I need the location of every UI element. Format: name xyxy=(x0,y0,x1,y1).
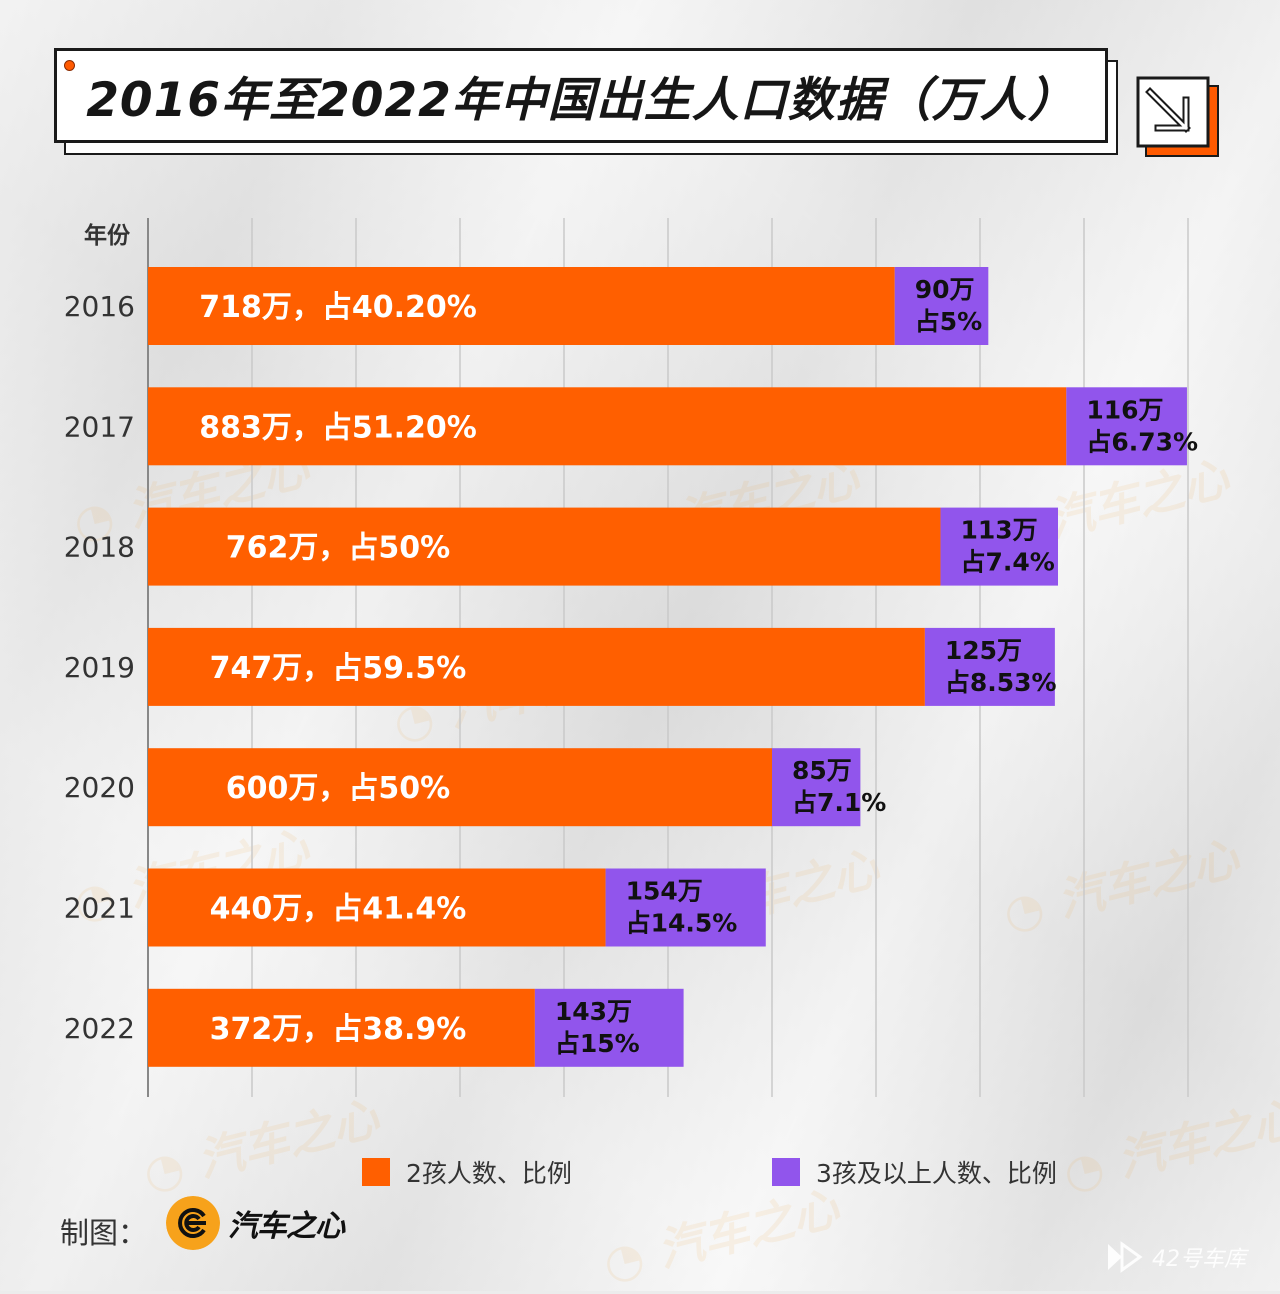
arrow-down-right-icon xyxy=(1136,76,1219,157)
bar-three-plus xyxy=(924,627,1055,706)
title-box xyxy=(54,48,1108,143)
data-label-three-plus-share: 占14.5% xyxy=(626,909,738,938)
bar-three-plus xyxy=(1066,387,1187,466)
bar-two-child xyxy=(148,868,606,947)
legend-item-three-plus: 3孩及以上人数、比例 xyxy=(772,1154,1057,1190)
data-label-three-plus-share: 占8.53% xyxy=(945,668,1057,697)
data-label-three-plus-count: 85万 xyxy=(792,756,852,785)
bar-three-plus xyxy=(534,988,684,1067)
category-label: 2020 xyxy=(64,771,135,804)
legend-item-two-child: 2孩人数、比例 xyxy=(362,1154,572,1190)
bar-three-plus xyxy=(772,748,861,827)
data-label-two-child: 883万，占51.20% xyxy=(199,410,477,445)
bar-two-child xyxy=(148,748,772,827)
legend-label-three-plus: 3孩及以上人数、比例 xyxy=(816,1159,1057,1188)
category-label: 2022 xyxy=(64,1012,135,1045)
data-label-three-plus-count: 116万 xyxy=(1086,395,1163,424)
data-label-two-child: 372万，占38.9% xyxy=(210,1012,467,1047)
data-label-three-plus-share: 占5% xyxy=(915,307,982,336)
brand-logo-icon xyxy=(166,1196,220,1250)
category-labels: 2016 2017 2018 2019 2020 2021 2022 xyxy=(64,290,135,1045)
brand-wordmark: 汽车之心 xyxy=(228,1209,345,1244)
data-label-three-plus-share: 占6.73% xyxy=(1086,427,1198,456)
data-label-three-plus-share: 占15% xyxy=(555,1029,640,1058)
chart-title: 2016年至2022年中国出生人口数据（万人） xyxy=(86,73,1076,128)
legend-swatch-two-child xyxy=(362,1158,390,1186)
bar-three-plus xyxy=(605,868,766,947)
bar-two-child xyxy=(148,988,535,1067)
bar-two-child xyxy=(148,507,941,586)
category-label: 2018 xyxy=(64,531,135,564)
data-label-two-child: 718万，占40.20% xyxy=(199,290,477,325)
watermark-text: 42号车库 xyxy=(1152,1247,1246,1272)
y-axis-title: 年份 xyxy=(84,223,130,249)
legend-label-two-child: 2孩人数、比例 xyxy=(406,1159,572,1188)
bar-two-child xyxy=(148,267,895,345)
bars xyxy=(148,267,1187,1067)
credit-logo: 汽车之心 xyxy=(166,1196,345,1250)
credit-label: 制图： xyxy=(60,1216,148,1250)
bar-three-plus xyxy=(894,267,989,345)
data-label-three-plus-share: 占7.1% xyxy=(792,788,886,817)
data-label-three-plus-count: 143万 xyxy=(555,997,632,1026)
data-label-two-child: 440万，占41.4% xyxy=(210,892,467,927)
data-label-three-plus-count: 113万 xyxy=(960,516,1037,545)
legend-swatch-three-plus xyxy=(772,1158,800,1186)
bar-two-child xyxy=(148,627,925,706)
category-label: 2017 xyxy=(64,410,135,443)
data-label-three-plus-count: 90万 xyxy=(915,275,975,304)
category-label: 2019 xyxy=(64,651,135,684)
data-label-two-child: 762万，占50% xyxy=(226,531,450,566)
data-label-two-child: 747万，占59.5% xyxy=(210,651,467,686)
data-label-three-plus-count: 125万 xyxy=(945,636,1022,665)
title-accent-dot xyxy=(64,60,75,71)
data-label-three-plus-share: 占7.4% xyxy=(960,548,1054,577)
category-label: 2021 xyxy=(64,892,135,925)
bar-three-plus xyxy=(940,507,1058,586)
category-label: 2016 xyxy=(64,290,135,323)
data-label-three-plus-count: 154万 xyxy=(626,877,703,906)
data-label-two-child: 600万，占50% xyxy=(226,771,450,806)
watermark-42: 42号车库 xyxy=(1104,1240,1246,1274)
watermark-logo-icon xyxy=(1108,1241,1143,1273)
bar-two-child xyxy=(148,387,1067,466)
